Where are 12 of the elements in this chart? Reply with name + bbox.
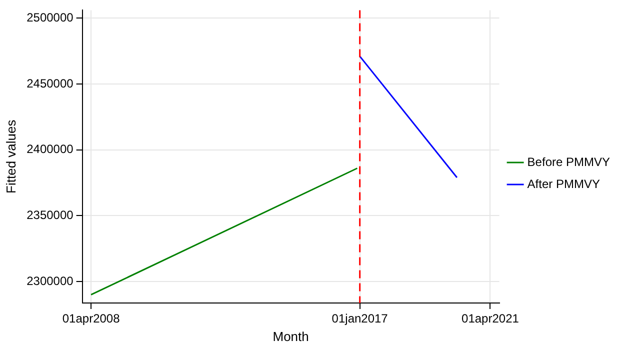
y-tick-label: 2300000 <box>26 274 74 288</box>
legend-label: Before PMMVY <box>527 154 610 169</box>
x-tick-label: 01apr2021 <box>462 312 520 326</box>
y-tick-label: 2450000 <box>26 76 74 90</box>
y-tick-label: 2400000 <box>26 142 74 156</box>
y-axis-title: Fitted values <box>3 119 18 194</box>
y-tick-label: 2350000 <box>26 208 74 222</box>
x-tick-label: 01apr2008 <box>62 312 120 326</box>
x-tick-label: 01jan2017 <box>332 312 388 326</box>
legend-label: After PMMVY <box>527 176 600 191</box>
y-tick-label: 2500000 <box>26 10 74 24</box>
x-axis-title: Month <box>272 328 309 344</box>
